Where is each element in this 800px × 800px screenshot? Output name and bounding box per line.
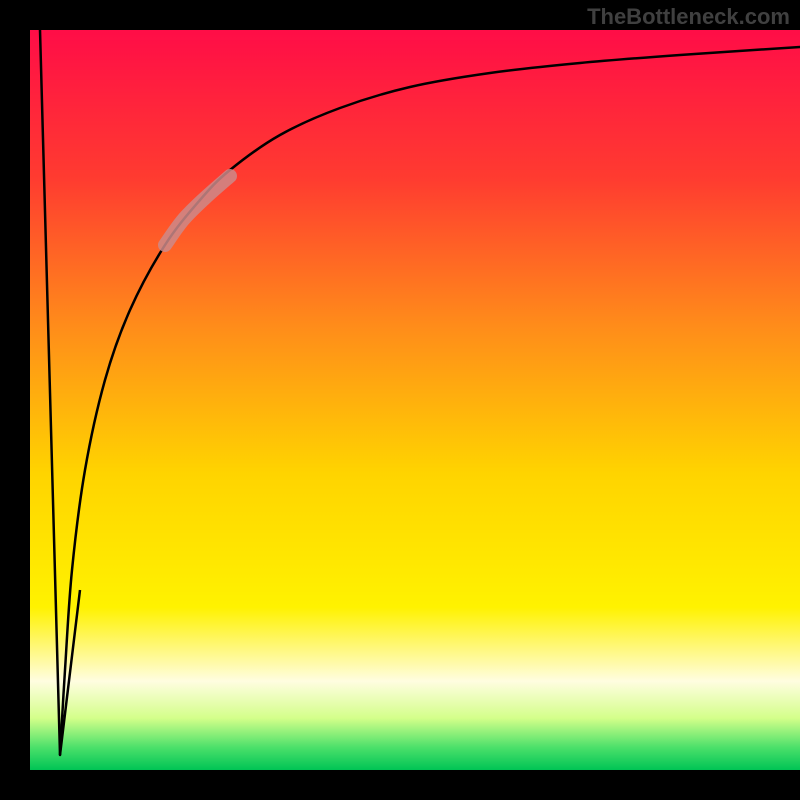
watermark-text: TheBottleneck.com (587, 4, 790, 30)
chart-container: TheBottleneck.com (0, 0, 800, 800)
gradient-background (30, 30, 800, 770)
plot-area (30, 30, 800, 770)
plot-svg (30, 30, 800, 770)
